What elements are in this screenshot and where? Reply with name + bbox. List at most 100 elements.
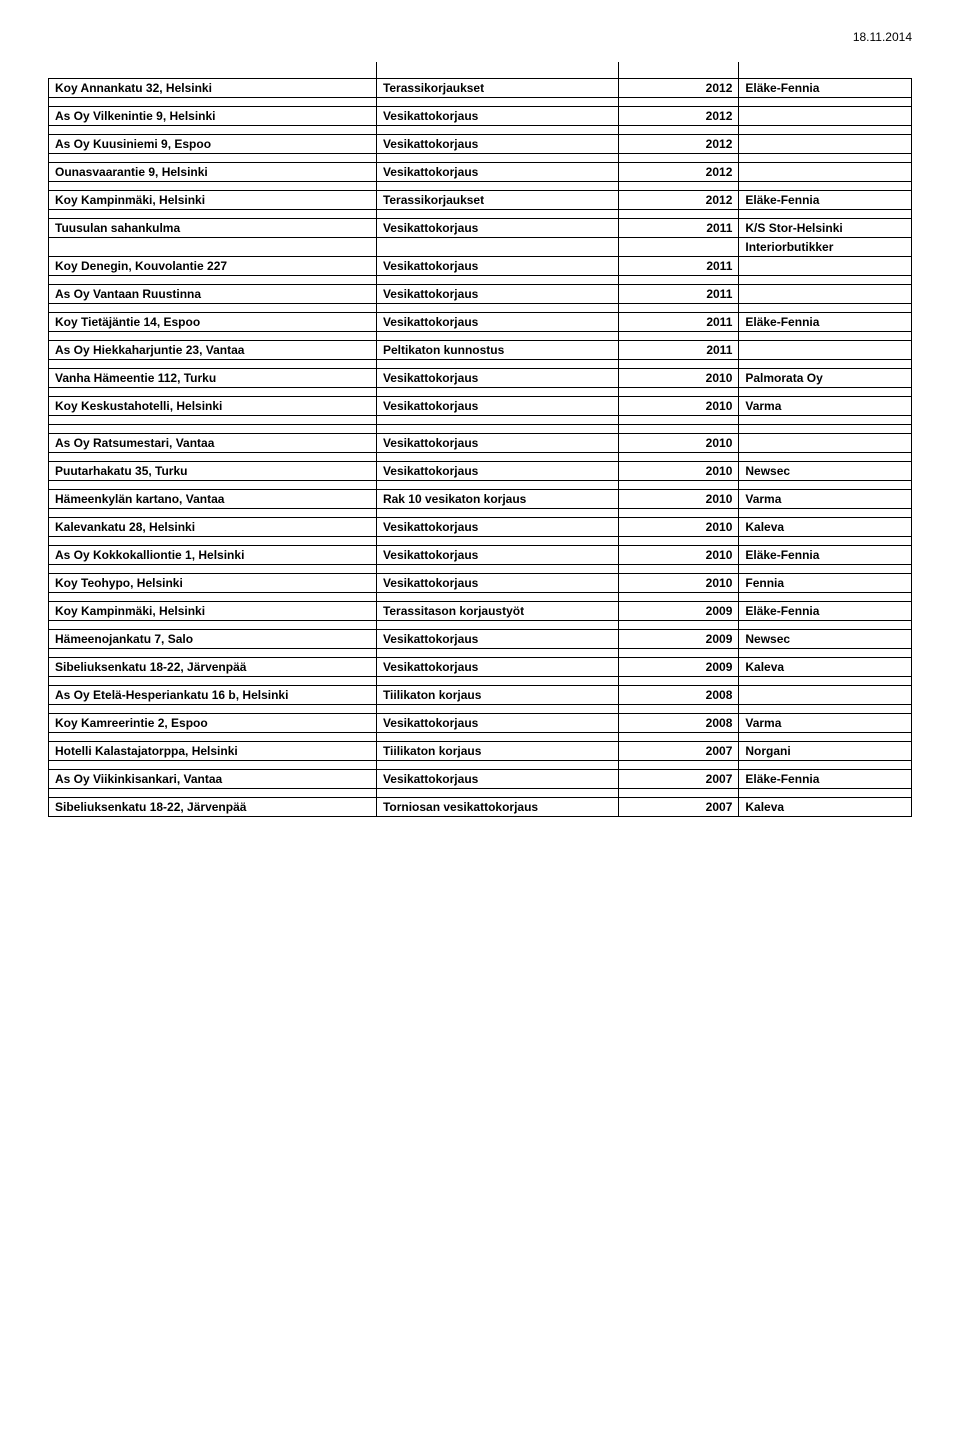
work-cell: Vesikattokorjaus <box>376 396 618 415</box>
project-cell: As Oy Ratsumestari, Vantaa <box>49 433 377 452</box>
project-cell <box>49 237 377 256</box>
year-cell: 2009 <box>618 657 739 676</box>
work-cell: Vesikattokorjaus <box>376 769 618 788</box>
work-cell: Vesikattokorjaus <box>376 517 618 536</box>
project-cell: Koy Teohypo, Helsinki <box>49 573 377 592</box>
project-cell: Hämeenojankatu 7, Salo <box>49 629 377 648</box>
document-date: 18.11.2014 <box>48 30 912 44</box>
table-row: Puutarhakatu 35, TurkuVesikattokorjaus20… <box>49 461 912 480</box>
client-cell: Newsec <box>739 629 912 648</box>
table-row <box>49 536 912 545</box>
work-cell: Tiilikaton korjaus <box>376 685 618 704</box>
project-cell: Kalevankatu 28, Helsinki <box>49 517 377 536</box>
table-row: Kalevankatu 28, HelsinkiVesikattokorjaus… <box>49 517 912 536</box>
client-cell: K/S Stor-Helsinki <box>739 218 912 237</box>
table-row: Koy Keskustahotelli, HelsinkiVesikattoko… <box>49 396 912 415</box>
table-row: Tuusulan sahankulmaVesikattokorjaus2011K… <box>49 218 912 237</box>
table-row: As Oy Hiekkaharjuntie 23, VantaaPeltikat… <box>49 340 912 359</box>
year-cell: 2009 <box>618 601 739 620</box>
project-cell: Sibeliuksenkatu 18-22, Järvenpää <box>49 657 377 676</box>
table-row: Koy Denegin, Kouvolantie 227Vesikattokor… <box>49 256 912 275</box>
table-row <box>49 424 912 433</box>
work-cell: Vesikattokorjaus <box>376 284 618 303</box>
year-cell: 2012 <box>618 190 739 209</box>
year-cell: 2007 <box>618 769 739 788</box>
year-cell: 2012 <box>618 78 739 97</box>
client-cell: Eläke-Fennia <box>739 601 912 620</box>
year-cell: 2011 <box>618 218 739 237</box>
project-cell: As Oy Etelä-Hesperiankatu 16 b, Helsinki <box>49 685 377 704</box>
table-row: As Oy Etelä-Hesperiankatu 16 b, Helsinki… <box>49 685 912 704</box>
year-cell: 2011 <box>618 256 739 275</box>
work-cell <box>376 237 618 256</box>
work-cell: Vesikattokorjaus <box>376 368 618 387</box>
table-row: As Oy Ratsumestari, VantaaVesikattokorja… <box>49 433 912 452</box>
project-cell: Koy Annankatu 32, Helsinki <box>49 78 377 97</box>
client-cell <box>739 284 912 303</box>
table-row <box>49 181 912 190</box>
table-row: Hotelli Kalastajatorppa, HelsinkiTiilika… <box>49 741 912 760</box>
year-cell: 2010 <box>618 489 739 508</box>
client-cell: Norgani <box>739 741 912 760</box>
year-cell: 2010 <box>618 433 739 452</box>
project-cell: Koy Kamreerintie 2, Espoo <box>49 713 377 732</box>
year-cell: 2009 <box>618 629 739 648</box>
table-row <box>49 760 912 769</box>
client-cell <box>739 340 912 359</box>
work-cell: Terassitason korjaustyöt <box>376 601 618 620</box>
year-cell: 2010 <box>618 545 739 564</box>
year-cell: 2012 <box>618 134 739 153</box>
year-cell: 2011 <box>618 340 739 359</box>
client-cell <box>739 162 912 181</box>
table-row: As Oy Vantaan RuustinnaVesikattokorjaus2… <box>49 284 912 303</box>
table-row <box>49 97 912 106</box>
project-cell: Koy Denegin, Kouvolantie 227 <box>49 256 377 275</box>
work-cell: Vesikattokorjaus <box>376 162 618 181</box>
work-cell: Rak 10 vesikaton korjaus <box>376 489 618 508</box>
table-row: Koy Kampinmäki, HelsinkiTerassikorjaukse… <box>49 190 912 209</box>
table-row: Hämeenojankatu 7, SaloVesikattokorjaus20… <box>49 629 912 648</box>
project-cell: As Oy Hiekkaharjuntie 23, Vantaa <box>49 340 377 359</box>
client-cell: Varma <box>739 396 912 415</box>
project-cell: Puutarhakatu 35, Turku <box>49 461 377 480</box>
table-row <box>49 209 912 218</box>
work-cell: Vesikattokorjaus <box>376 573 618 592</box>
project-cell: As Oy Kokkokalliontie 1, Helsinki <box>49 545 377 564</box>
table-row: Sibeliuksenkatu 18-22, JärvenpääTorniosa… <box>49 797 912 816</box>
work-cell: Torniosan vesikattokorjaus <box>376 797 618 816</box>
work-cell: Vesikattokorjaus <box>376 657 618 676</box>
table-row <box>49 62 912 78</box>
client-cell: Newsec <box>739 461 912 480</box>
table-row <box>49 592 912 601</box>
work-cell: Vesikattokorjaus <box>376 218 618 237</box>
year-cell: 2012 <box>618 106 739 125</box>
table-row <box>49 480 912 489</box>
project-cell: Tuusulan sahankulma <box>49 218 377 237</box>
project-cell: Hämeenkylän kartano, Vantaa <box>49 489 377 508</box>
year-cell: 2010 <box>618 461 739 480</box>
year-cell: 2010 <box>618 517 739 536</box>
client-cell: Varma <box>739 713 912 732</box>
work-cell: Peltikaton kunnostus <box>376 340 618 359</box>
table-row <box>49 125 912 134</box>
project-cell: Koy Kampinmäki, Helsinki <box>49 190 377 209</box>
client-cell: Eläke-Fennia <box>739 78 912 97</box>
year-cell: 2010 <box>618 396 739 415</box>
work-cell: Vesikattokorjaus <box>376 106 618 125</box>
work-cell: Vesikattokorjaus <box>376 312 618 331</box>
client-cell: Eläke-Fennia <box>739 769 912 788</box>
client-cell <box>739 433 912 452</box>
project-cell: Sibeliuksenkatu 18-22, Järvenpää <box>49 797 377 816</box>
table-row <box>49 508 912 517</box>
work-cell: Vesikattokorjaus <box>376 256 618 275</box>
table-row <box>49 620 912 629</box>
client-cell: Eläke-Fennia <box>739 312 912 331</box>
table-row <box>49 452 912 461</box>
client-cell: Palmorata Oy <box>739 368 912 387</box>
project-cell: Hotelli Kalastajatorppa, Helsinki <box>49 741 377 760</box>
project-cell: As Oy Vantaan Ruustinna <box>49 284 377 303</box>
project-cell: Koy Kampinmäki, Helsinki <box>49 601 377 620</box>
table-row: Hämeenkylän kartano, VantaaRak 10 vesika… <box>49 489 912 508</box>
work-cell: Terassikorjaukset <box>376 190 618 209</box>
work-cell: Vesikattokorjaus <box>376 461 618 480</box>
